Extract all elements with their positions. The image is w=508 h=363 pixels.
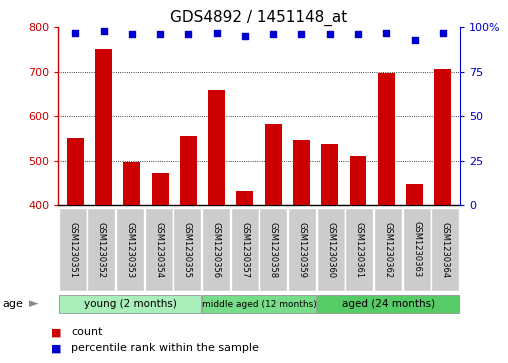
Point [213, 30, 221, 36]
Text: GSM1230354: GSM1230354 [154, 221, 163, 278]
Bar [123, 162, 140, 205]
Text: middle aged (12 months): middle aged (12 months) [202, 299, 316, 309]
Text: GSM1230362: GSM1230362 [384, 221, 393, 278]
Bar [293, 140, 310, 205]
Bar [316, 295, 459, 313]
Point [354, 32, 362, 37]
Text: ■: ■ [51, 327, 61, 337]
Text: GSM1230357: GSM1230357 [240, 221, 249, 278]
Bar [434, 69, 451, 205]
Bar [180, 136, 197, 205]
Text: GSM1230364: GSM1230364 [441, 221, 450, 278]
Point [269, 32, 277, 37]
Point [128, 32, 136, 37]
Point [156, 32, 164, 37]
Text: count: count [71, 327, 103, 337]
Bar [316, 208, 345, 291]
Bar [350, 156, 366, 205]
Bar [152, 173, 169, 205]
Bar [95, 49, 112, 205]
Bar [378, 73, 395, 205]
Bar [321, 144, 338, 205]
Text: aged (24 months): aged (24 months) [341, 299, 435, 309]
Bar [173, 208, 202, 291]
Bar [202, 208, 230, 291]
Text: GSM1230355: GSM1230355 [183, 221, 192, 278]
Text: GSM1230351: GSM1230351 [68, 221, 77, 278]
Text: GSM1230353: GSM1230353 [125, 221, 135, 278]
Text: GSM1230352: GSM1230352 [97, 221, 106, 278]
Bar [260, 208, 288, 291]
Bar [265, 124, 282, 205]
Bar [231, 208, 259, 291]
Bar [59, 295, 202, 313]
Text: GSM1230359: GSM1230359 [298, 221, 307, 278]
Bar [59, 208, 87, 291]
Point [241, 33, 249, 39]
Bar [345, 208, 373, 291]
Text: GSM1230360: GSM1230360 [326, 221, 335, 278]
Text: age: age [3, 299, 23, 309]
Bar [374, 208, 402, 291]
Text: young (2 months): young (2 months) [84, 299, 176, 309]
Point [71, 30, 79, 36]
Bar [87, 208, 115, 291]
Bar [236, 191, 253, 205]
Text: GSM1230363: GSM1230363 [412, 221, 421, 278]
Text: GSM1230361: GSM1230361 [355, 221, 364, 278]
Bar [431, 208, 459, 291]
Point [326, 32, 334, 37]
Bar [202, 295, 316, 313]
Bar [288, 208, 316, 291]
Point [297, 32, 305, 37]
Bar [67, 138, 84, 205]
Title: GDS4892 / 1451148_at: GDS4892 / 1451148_at [171, 10, 347, 26]
Bar [208, 90, 225, 205]
Text: ■: ■ [51, 343, 61, 354]
Text: percentile rank within the sample: percentile rank within the sample [71, 343, 259, 354]
Text: GSM1230358: GSM1230358 [269, 221, 278, 278]
Text: ►: ► [29, 297, 39, 310]
Point [410, 37, 419, 42]
Bar [406, 184, 423, 205]
Point [382, 30, 390, 36]
Point [184, 32, 193, 37]
Point [439, 30, 447, 36]
Bar [403, 208, 431, 291]
Point [100, 28, 108, 34]
Text: GSM1230356: GSM1230356 [211, 221, 220, 278]
Bar [145, 208, 173, 291]
Bar [116, 208, 144, 291]
